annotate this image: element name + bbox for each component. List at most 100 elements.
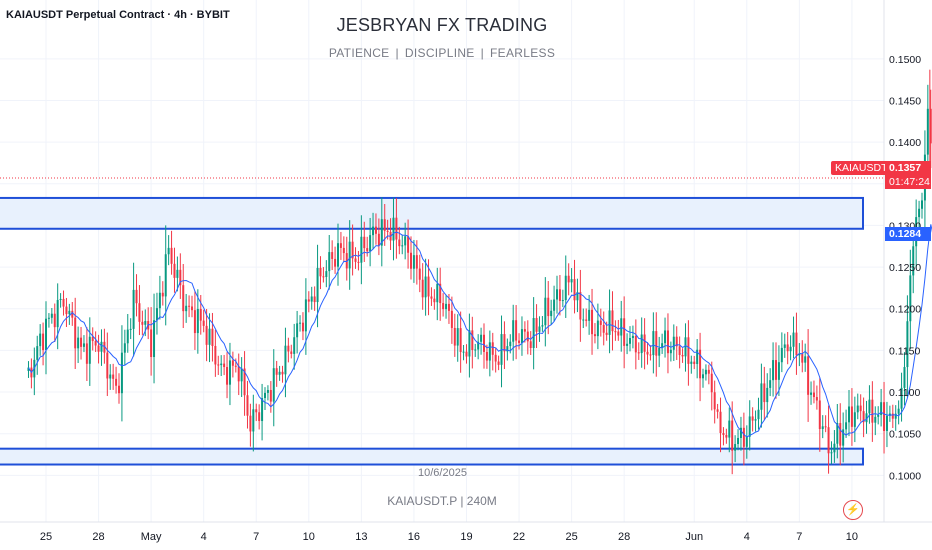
y-tick-label: 0.1400 — [889, 137, 921, 149]
candle-body — [906, 321, 909, 368]
candle-body — [319, 267, 322, 277]
price-axis[interactable]: 0.10000.10500.11000.11500.12000.12500.13… — [889, 54, 921, 483]
candle-body — [506, 346, 509, 352]
candle-body — [196, 308, 199, 334]
candle-body — [883, 402, 886, 431]
candle-body — [208, 328, 211, 345]
candle-body — [573, 279, 576, 301]
candle-body — [588, 309, 591, 321]
candle-body — [798, 353, 801, 356]
candle-body — [258, 412, 261, 422]
symbol-title[interactable]: KAIAUSDT Perpetual Contract · 4h · BYBIT — [6, 9, 230, 21]
y-tick-label: 0.1000 — [889, 470, 921, 482]
candle-body — [424, 276, 427, 298]
candle-body — [862, 411, 865, 423]
candle-body — [126, 329, 129, 344]
candle-body — [220, 363, 223, 366]
candle-body — [599, 320, 602, 325]
candle-body — [118, 385, 120, 394]
candle-body — [839, 423, 842, 446]
candle-body — [240, 368, 243, 382]
candle-body — [322, 276, 325, 278]
candle-body — [445, 303, 448, 310]
candle-body — [74, 317, 77, 349]
candle-body — [903, 367, 906, 388]
watermark-symbol: KAIAUSDT.P | 240M — [387, 494, 497, 508]
time-axis[interactable]: 25 28 May 4 7 10 13 16 19 22 25 28 Jun 4 7 10 — [40, 531, 858, 543]
candle-body — [255, 409, 258, 413]
candle-body — [926, 108, 929, 155]
candle-body — [561, 300, 564, 302]
candle-body — [202, 320, 205, 326]
candle-body — [766, 387, 769, 403]
candle-body — [112, 374, 115, 379]
candle-body — [669, 349, 672, 354]
candle-body — [637, 352, 640, 354]
candle-body — [363, 236, 366, 249]
y-tick-label: 0.1450 — [889, 95, 921, 107]
candle-body — [366, 248, 369, 252]
candle-body — [769, 380, 772, 388]
candle-body — [109, 374, 112, 379]
support-zone — [0, 447, 864, 466]
candle-body — [342, 247, 345, 254]
x-tick-label: May — [141, 531, 162, 543]
candle-body — [97, 345, 100, 352]
candle-body — [672, 336, 675, 350]
candle-body — [853, 412, 856, 427]
candle-body — [176, 269, 179, 278]
candle-body — [579, 292, 582, 320]
candle-body — [357, 261, 360, 263]
x-tick-label: 13 — [355, 531, 367, 543]
candle-body — [702, 374, 704, 379]
candle-body — [488, 342, 491, 361]
candle-body — [410, 252, 412, 269]
candle-body — [891, 413, 894, 419]
candle-body — [547, 297, 550, 317]
candle-body — [535, 318, 538, 332]
candle-body — [179, 269, 182, 286]
lightning-icon[interactable]: ⚡ — [843, 500, 863, 520]
candle-body — [704, 369, 707, 375]
candle-body — [655, 331, 658, 356]
y-tick-label: 0.1250 — [889, 262, 921, 274]
candle-body — [106, 352, 109, 379]
candle-body — [696, 349, 699, 365]
candle-body — [880, 402, 883, 415]
candle-body — [833, 443, 836, 453]
candle-body — [792, 332, 795, 347]
candle-body — [65, 306, 68, 315]
candle-body — [214, 345, 217, 365]
candle-body — [433, 298, 436, 303]
candle-body — [789, 346, 792, 352]
candle-body — [164, 254, 167, 297]
candle-body — [226, 367, 229, 385]
candle-body — [710, 373, 713, 393]
candle-body — [45, 318, 47, 351]
candle-body — [611, 310, 614, 332]
candle-body — [602, 324, 605, 333]
candle-body — [848, 406, 850, 423]
candle-body — [477, 341, 480, 350]
candle-body — [450, 310, 453, 328]
x-tick-label: 10 — [846, 531, 858, 543]
candle-body — [515, 320, 518, 341]
candle-body — [538, 326, 541, 332]
candle-body — [918, 208, 921, 218]
candle-body — [278, 371, 281, 375]
candle-body — [27, 367, 30, 371]
candle-body — [614, 331, 617, 333]
x-tick-label: Jun — [685, 531, 703, 543]
candle-body — [810, 392, 813, 395]
candle-body — [707, 369, 710, 374]
candle-body — [249, 415, 252, 432]
candle-body — [392, 217, 395, 241]
candle-body — [640, 334, 643, 354]
candle-body — [815, 397, 818, 401]
candle-body — [631, 335, 634, 339]
candle-body — [56, 300, 59, 328]
candle-body — [742, 427, 745, 447]
candle-body — [284, 345, 287, 375]
candle-body — [325, 271, 328, 277]
